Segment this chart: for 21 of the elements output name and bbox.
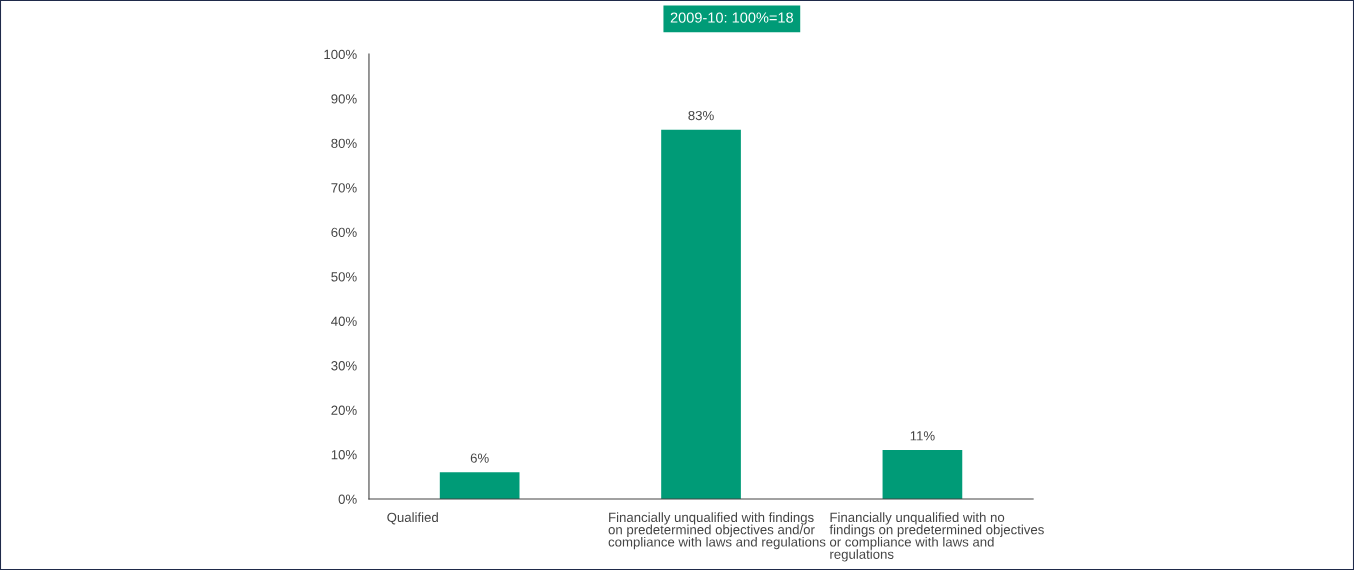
y-tick-label: 30% [331,361,357,371]
bar [661,129,741,499]
data-label: 83% [688,110,714,121]
bar [882,450,963,499]
x-tick-label: Qualified [387,512,438,525]
y-tick-label: 100% [324,49,357,60]
chart-title: 2009-10: 100%=18 [670,12,794,23]
data-label: 11% [910,431,935,441]
x-tick-label: Financially unqualified with findings on predetermined objectives and/or compliance with laws and regulations [608,512,826,550]
y-tick-label: 10% [331,450,357,460]
y-tick-label: 60% [331,227,357,237]
y-tick-label: 50% [331,272,357,282]
bar [439,472,520,499]
y-tick-label: 20% [331,405,357,415]
y-tick-label: 80% [331,138,357,149]
y-tick-label: 0% [338,494,357,504]
x-tick-label: Financially unqualified with no findings on predetermined objectives or compliance with laws and regulations [829,512,1044,562]
y-tick-label: 40% [331,316,357,326]
y-tick-label: 70% [331,183,357,193]
y-tick-label: 90% [331,94,357,104]
data-label: 6% [470,453,489,463]
